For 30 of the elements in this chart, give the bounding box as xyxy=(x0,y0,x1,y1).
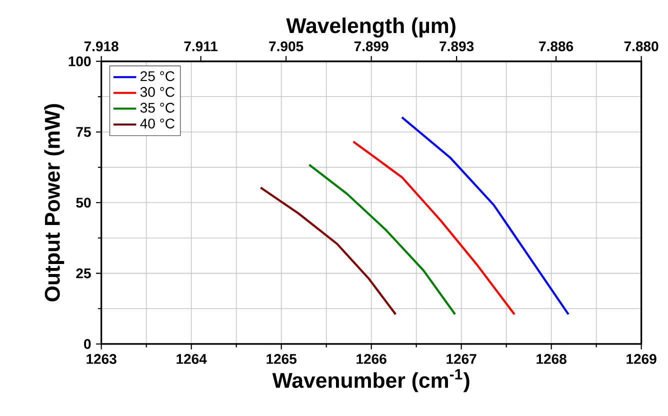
y-tick-label: 50 xyxy=(76,198,91,208)
x2-tick-label: 7.899 xyxy=(354,41,388,52)
y-axis-title: Output Power (mW) xyxy=(44,104,64,302)
y-tick-label: 100 xyxy=(68,56,91,66)
legend-label: 35 °C xyxy=(140,102,174,113)
x2-tick-label: 7.893 xyxy=(440,41,474,52)
line-series xyxy=(400,116,570,316)
legend-label: 30 °C xyxy=(140,87,174,97)
x-tick-label: 1265 xyxy=(266,354,296,364)
legend-label: 40 °C xyxy=(140,118,174,128)
legend-label: 25 °C xyxy=(140,71,174,82)
x-tick-label: 1269 xyxy=(626,354,656,364)
y-tick-label: 75 xyxy=(76,127,91,137)
x2-tick-label: 7.880 xyxy=(624,41,658,52)
x2-tick-label: 7.886 xyxy=(539,41,574,52)
line-series xyxy=(260,186,397,316)
x-tick-label: 1263 xyxy=(86,354,116,364)
line-series xyxy=(308,164,456,316)
x2-tick-label: 7.911 xyxy=(184,41,218,52)
x2-tick-label: 7.905 xyxy=(269,41,304,52)
line-series xyxy=(352,140,516,316)
x2-tick-label: 7.918 xyxy=(84,41,118,52)
x-tick-label: 1268 xyxy=(536,354,566,364)
x-tick-label: 1267 xyxy=(446,354,476,364)
x-tick-label: 1266 xyxy=(356,354,386,364)
x-tick-label: 1264 xyxy=(176,354,207,364)
x-axis-title: Wavenumber (cm$^{-1}$) xyxy=(272,369,470,392)
y-tick-label: 25 xyxy=(76,268,91,278)
x2-axis-title: Wavelength (µm) xyxy=(286,18,456,38)
y-tick-label: 0 xyxy=(84,339,91,349)
